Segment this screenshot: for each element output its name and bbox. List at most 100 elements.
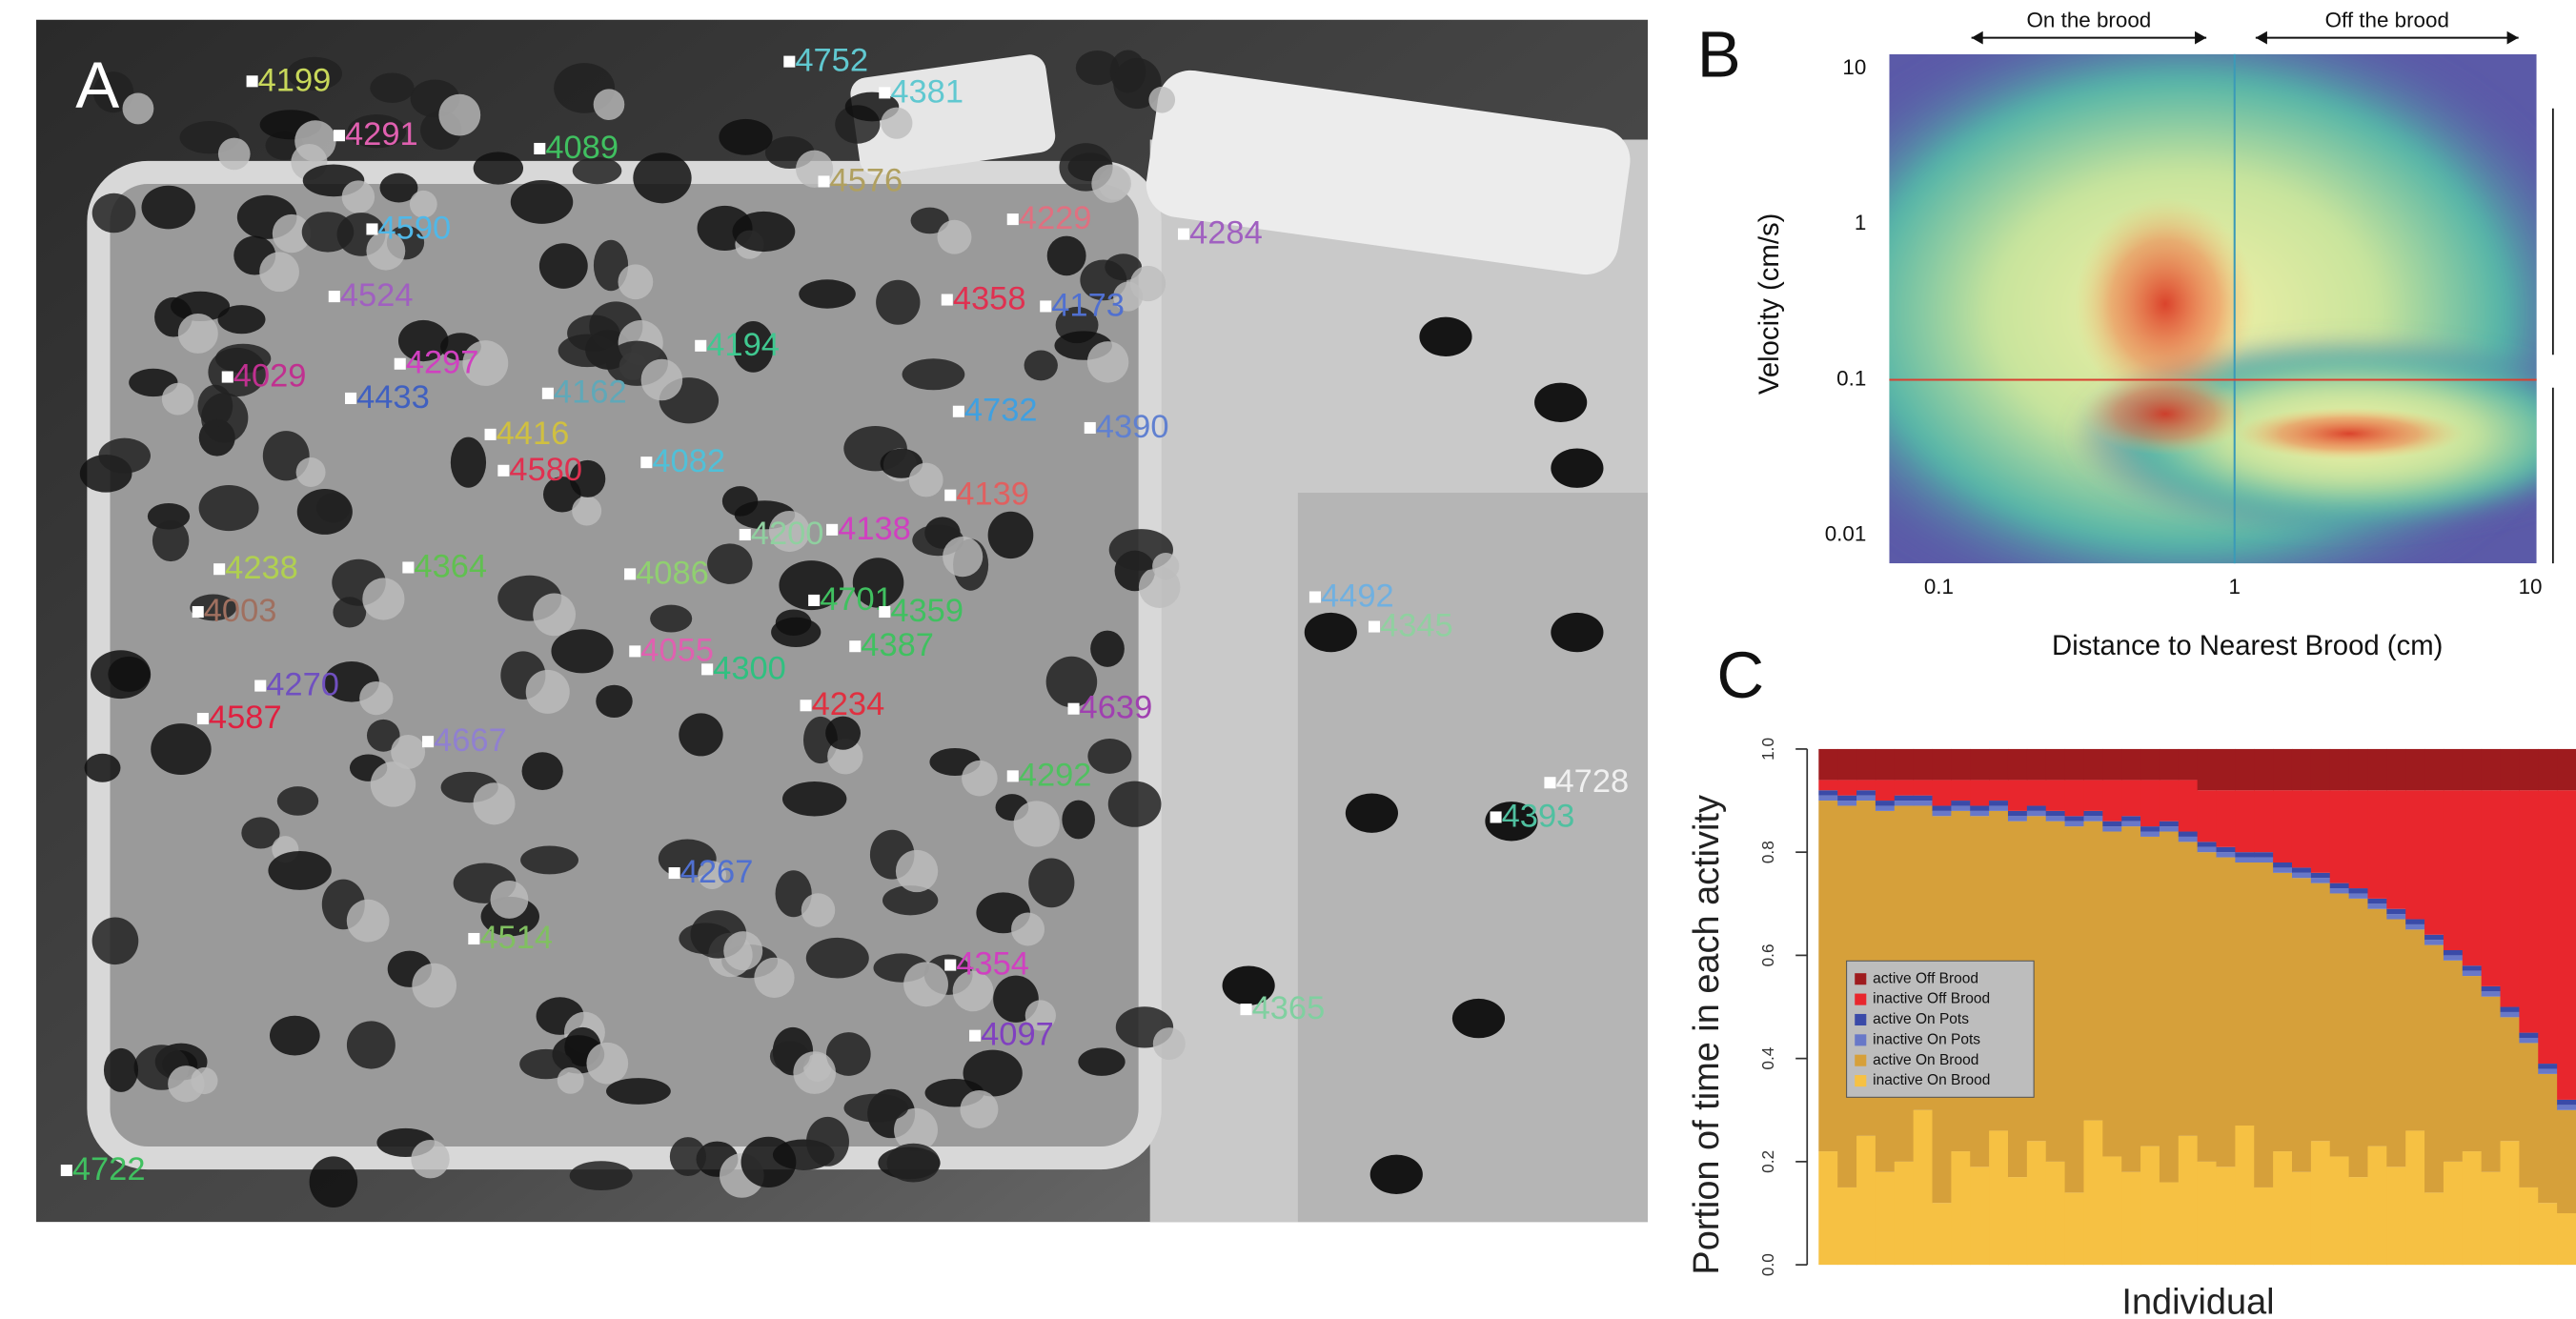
bar-segment xyxy=(2348,898,2368,1178)
bee xyxy=(269,1015,320,1056)
bar-segment xyxy=(2405,923,2425,930)
tag-id: 4162 xyxy=(554,375,627,411)
bee xyxy=(84,753,121,782)
bar-segment xyxy=(2291,872,2312,879)
bee xyxy=(473,152,524,185)
tag-id: 4086 xyxy=(636,555,709,591)
bar-segment xyxy=(2273,790,2293,862)
brood-cell xyxy=(903,962,948,1007)
bee xyxy=(1028,858,1075,908)
brood-cell xyxy=(217,137,251,171)
tag-id: 4267 xyxy=(680,854,754,890)
bar-segment xyxy=(2424,748,2444,791)
bee xyxy=(315,493,351,523)
bar-segment xyxy=(2348,1177,2368,1266)
bee xyxy=(886,1143,941,1183)
bar-segment xyxy=(2121,780,2141,817)
bar-segment xyxy=(2329,883,2350,889)
bee xyxy=(287,56,343,91)
bar-segment xyxy=(2329,1156,2350,1266)
bar-segment xyxy=(2102,1156,2122,1266)
tag-id: 4576 xyxy=(830,162,903,198)
bar-segment xyxy=(2273,872,2293,1152)
bar-segment xyxy=(2462,965,2483,971)
bee xyxy=(558,334,618,368)
brood-cell xyxy=(1152,1027,1186,1061)
brood-cell xyxy=(525,669,570,714)
bee xyxy=(740,1136,797,1187)
bee-tag xyxy=(1490,811,1502,823)
tag-id: 4393 xyxy=(1502,798,1575,834)
density-peak xyxy=(2234,407,2464,460)
bee xyxy=(520,845,578,875)
bar-segment xyxy=(2481,991,2502,997)
bar-segment xyxy=(2102,821,2122,827)
bar-segment xyxy=(2557,1213,2576,1266)
y-tick-label: 0.01 xyxy=(1825,522,1867,546)
bar-segment xyxy=(1932,805,1952,811)
bar-segment xyxy=(1856,790,1876,796)
bar-segment xyxy=(2178,748,2199,781)
bar-segment xyxy=(1932,1203,1952,1266)
bar-segment xyxy=(2348,888,2368,894)
y-tick-label: 0.0 xyxy=(1758,1253,1777,1276)
bee-tag xyxy=(783,55,796,68)
bar-segment xyxy=(2462,790,2483,966)
tag-id: 4229 xyxy=(1019,200,1092,236)
bar-segment xyxy=(2064,780,2084,817)
bar-segment xyxy=(2197,1161,2218,1266)
bee xyxy=(732,211,796,253)
bar-segment xyxy=(1875,1171,1896,1266)
bar-segment xyxy=(2197,842,2218,847)
legend-label: active On Brood xyxy=(1873,1052,1978,1068)
tag-id: 4082 xyxy=(652,443,725,479)
bee xyxy=(141,185,195,230)
bar-segment xyxy=(2481,996,2502,1172)
bee xyxy=(650,604,693,633)
tag-id: 4238 xyxy=(225,550,298,586)
bar-segment xyxy=(1970,748,1990,781)
tag-id: 4752 xyxy=(795,43,868,79)
bee-tag xyxy=(541,387,554,399)
bee xyxy=(347,114,407,149)
bee xyxy=(370,72,415,104)
bar-segment xyxy=(2519,1043,2539,1187)
tag-id: 4173 xyxy=(1051,287,1125,323)
bee xyxy=(241,817,280,849)
legend-swatch xyxy=(1855,993,1867,1005)
bee xyxy=(669,1137,706,1177)
y-axis-title: Velocity (cm/s) xyxy=(1754,213,1785,395)
bar-segment xyxy=(1951,801,1971,806)
brood-cell xyxy=(793,1051,837,1094)
annotation: On the brood xyxy=(2027,8,2152,31)
bee-tag xyxy=(800,700,812,712)
bee xyxy=(1304,612,1357,653)
bar-segment xyxy=(2367,898,2387,904)
bar-segment xyxy=(2140,826,2160,832)
bar-segment xyxy=(2197,790,2218,842)
bee xyxy=(1107,781,1162,827)
bar-segment xyxy=(2197,748,2218,791)
bee xyxy=(510,180,574,224)
bar-segment xyxy=(2367,1146,2387,1266)
bee xyxy=(268,850,332,890)
bee xyxy=(679,713,723,757)
bee xyxy=(825,716,861,750)
bar-segment xyxy=(2273,867,2293,873)
bar-segment xyxy=(2140,836,2160,1147)
brood-cell xyxy=(411,1139,450,1179)
brood-cell xyxy=(937,219,972,254)
bar-segment xyxy=(2500,1011,2520,1018)
bee xyxy=(198,484,259,532)
tag-id: 4381 xyxy=(890,73,963,110)
bar-segment xyxy=(2159,826,2180,832)
density-peak xyxy=(2082,373,2248,456)
bee xyxy=(538,243,588,289)
bar-segment xyxy=(2064,821,2084,827)
tag-id: 4365 xyxy=(1252,990,1326,1026)
bar-segment xyxy=(1894,795,1915,802)
tag-id: 4364 xyxy=(414,548,487,584)
bar-segment xyxy=(1932,780,1952,806)
bee-tag xyxy=(1006,770,1019,782)
bee-tag xyxy=(213,563,226,576)
